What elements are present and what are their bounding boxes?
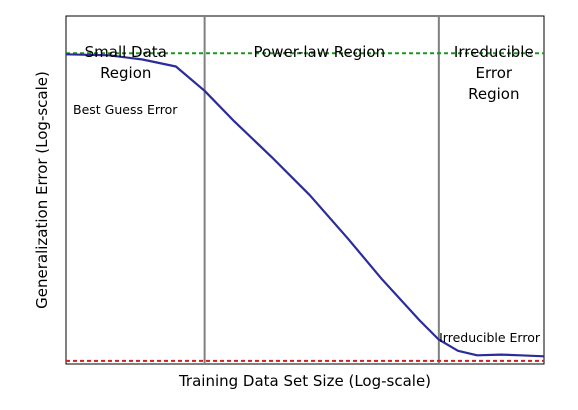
- region-label-1-line-1: Small Data: [85, 43, 167, 61]
- reference-lines: [66, 52, 544, 362]
- region-dividers: [203, 16, 440, 364]
- plot-frame: [65, 15, 545, 365]
- region-labels: Small Data Region Power-law Region Irreduci…: [85, 43, 534, 103]
- region-label-3-line-2: Error: [476, 64, 513, 82]
- irreducible-error-label: Irreducible Error: [439, 330, 541, 345]
- best-guess-error-label: Best Guess Error: [73, 102, 178, 117]
- y-axis-label: Generalization Error (Log-scale): [33, 71, 51, 309]
- region-label-3-line-3: Region: [468, 85, 519, 103]
- series: [65, 53, 545, 358]
- region-label-1-line-2: Region: [100, 64, 151, 82]
- region-label-2-line-1: Power-law Region: [254, 43, 386, 61]
- error-curve-line: [65, 53, 545, 358]
- x-axis-label: Training Data Set Size (Log-scale): [178, 372, 431, 390]
- region-label-3-line-1: Irreducible: [454, 43, 534, 61]
